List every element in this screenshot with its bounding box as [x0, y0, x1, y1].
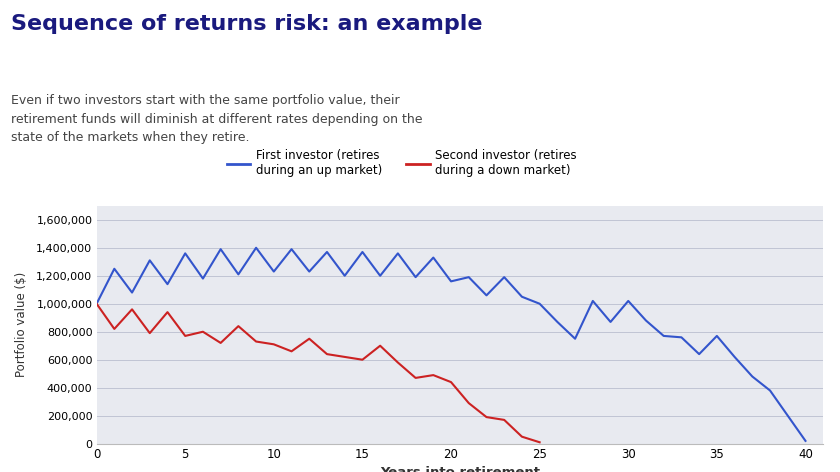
Y-axis label: Portfolio value ($): Portfolio value ($) — [15, 272, 28, 377]
Text: Even if two investors start with the same portfolio value, their
retirement fund: Even if two investors start with the sam… — [11, 94, 423, 144]
Text: Sequence of returns risk: an example: Sequence of returns risk: an example — [11, 14, 482, 34]
Legend: First investor (retires
during an up market), Second investor (retires
during a : First investor (retires during an up mar… — [227, 149, 577, 177]
X-axis label: Years into retirement: Years into retirement — [380, 466, 540, 472]
